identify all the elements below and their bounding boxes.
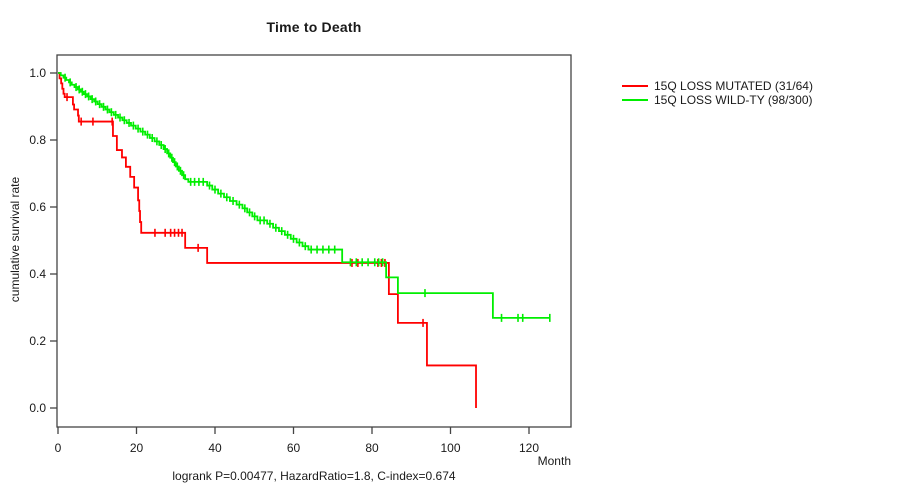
x-tick-label: 80 — [365, 441, 379, 455]
survival-curve-mutated — [58, 72, 477, 408]
y-tick-label: 0.8 — [29, 133, 46, 147]
x-tick-label: 20 — [130, 441, 144, 455]
x-axis-label: Month — [537, 454, 571, 468]
x-tick-label: 120 — [519, 441, 539, 455]
legend-label-wildtype: 15Q LOSS WILD-TY (98/300) — [654, 93, 813, 107]
y-tick-label: 0.6 — [29, 200, 46, 214]
y-tick-label: 0.2 — [29, 334, 46, 348]
x-tick-label: 40 — [208, 441, 222, 455]
y-tick-label: 0.4 — [29, 267, 46, 281]
legend-line-wildtype-icon — [622, 99, 648, 101]
legend-item-mutated: 15Q LOSS MUTATED (31/64) — [622, 79, 813, 93]
x-tick-label: 0 — [55, 441, 62, 455]
legend-label-mutated: 15Q LOSS MUTATED (31/64) — [654, 79, 813, 93]
stats-annotation: logrank P=0.00477, HazardRatio=1.8, C-in… — [172, 469, 456, 483]
survival-curve-wildtype — [58, 72, 550, 319]
x-tick-label: 60 — [287, 441, 301, 455]
chart-title: Time to Death — [266, 19, 362, 35]
legend: 15Q LOSS MUTATED (31/64) 15Q LOSS WILD-T… — [622, 79, 813, 107]
legend-item-wildtype: 15Q LOSS WILD-TY (98/300) — [622, 93, 813, 107]
y-tick-label: 0.0 — [29, 401, 46, 415]
y-tick-label: 1.0 — [29, 66, 46, 80]
legend-line-mutated-icon — [622, 85, 648, 87]
x-tick-label: 100 — [440, 441, 460, 455]
y-axis-label: cumulative survival rate — [8, 176, 22, 303]
plot-box — [56, 54, 572, 428]
